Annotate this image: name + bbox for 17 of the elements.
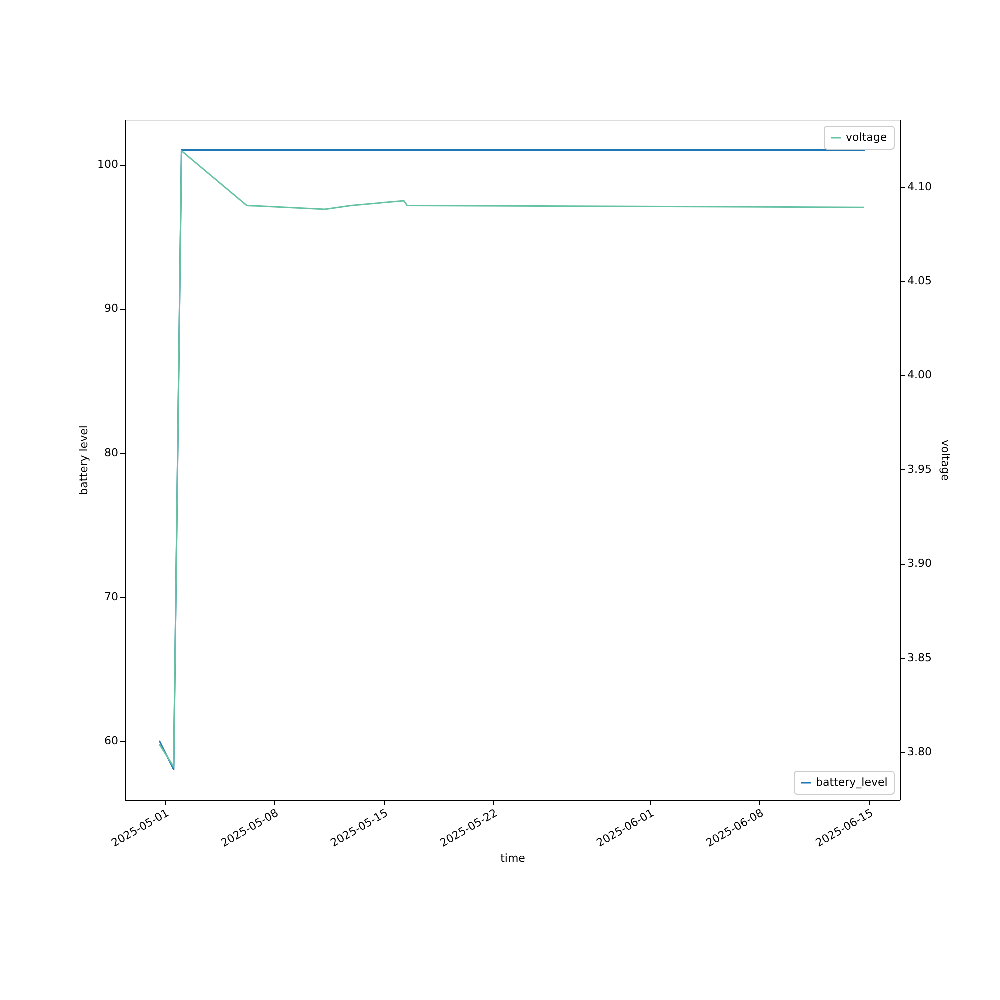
y-axis-title: battery level xyxy=(78,426,91,496)
y-tick-label: 70 xyxy=(104,590,118,604)
y2-tick-label: 4.05 xyxy=(908,274,932,288)
y2-tick-label: 3.90 xyxy=(908,557,932,570)
y2-tick-label: 3.85 xyxy=(908,651,932,664)
y-tick-label: 100 xyxy=(98,158,118,172)
y2-tick-label: 4.00 xyxy=(908,368,932,382)
y2-tick-label: 3.80 xyxy=(908,745,932,758)
y-tick-label: 90 xyxy=(104,302,118,316)
legend-label: voltage xyxy=(846,131,888,144)
legend-label: battery_level xyxy=(816,776,888,789)
y2-axis-title: voltage xyxy=(938,440,952,482)
x-axis-title: time xyxy=(500,852,526,865)
y2-tick-label: 4.10 xyxy=(908,180,932,194)
y-tick-label: 60 xyxy=(104,734,118,748)
y2-tick-label: 3.95 xyxy=(908,462,932,476)
y-tick-label: 80 xyxy=(104,446,118,460)
